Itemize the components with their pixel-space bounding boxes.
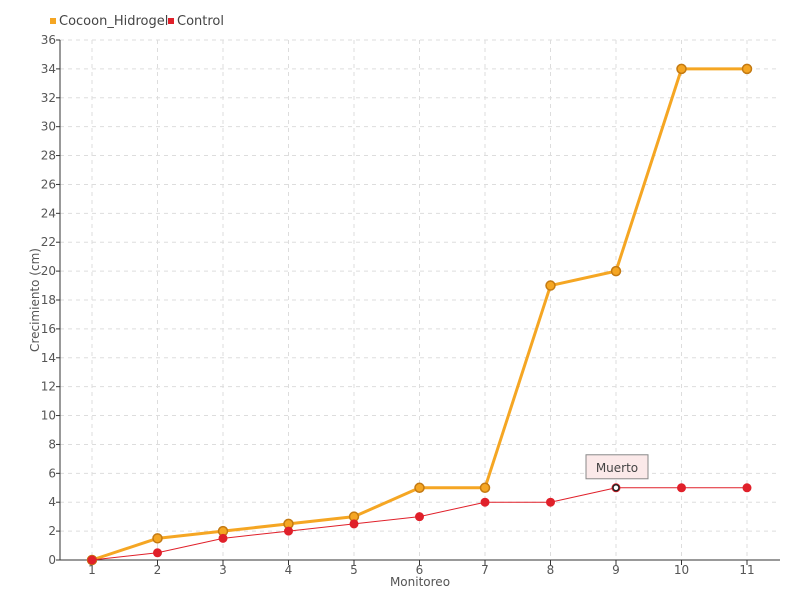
legend-label-cocoon-hidrogel[interactable]: Cocoon_Hidrogel	[59, 14, 168, 29]
y-tick-label: 24	[41, 206, 56, 220]
annotations: Muerto	[585, 454, 649, 492]
y-tick-label: 28	[41, 149, 56, 163]
data-point[interactable]	[218, 533, 228, 543]
x-tick-label: 2	[154, 563, 162, 577]
data-point[interactable]	[349, 519, 359, 529]
x-tick-label: 8	[547, 563, 555, 577]
y-tick-label: 4	[48, 495, 56, 509]
y-tick-label: 34	[41, 62, 56, 76]
y-tick-label: 22	[41, 235, 56, 249]
x-tick-label: 7	[481, 563, 489, 577]
data-point[interactable]	[479, 482, 491, 494]
legend-swatch-cocoon-hidrogel	[50, 18, 56, 24]
data-point[interactable]	[546, 497, 555, 507]
legend[interactable]: Cocoon_Hidrogel Control	[50, 14, 224, 29]
data-point[interactable]	[742, 483, 752, 493]
y-tick-label: 30	[41, 120, 56, 134]
data-point[interactable]	[153, 548, 162, 558]
data-point[interactable]	[284, 526, 293, 536]
data-point[interactable]	[741, 63, 753, 75]
x-tick-label: 3	[219, 563, 227, 577]
data-point[interactable]	[152, 533, 163, 544]
y-tick-label: 2	[48, 524, 56, 538]
data-point[interactable]	[676, 63, 687, 75]
data-point[interactable]	[414, 482, 425, 494]
y-tick-label: 36	[41, 33, 56, 47]
y-axis-title: Crecimiento (cm)	[28, 248, 42, 352]
axes	[56, 39, 780, 565]
grid-lines	[60, 39, 780, 560]
x-tick-label: 11	[739, 563, 754, 577]
data-point[interactable]	[415, 512, 424, 522]
y-tick-label: 16	[41, 322, 56, 336]
x-tick-label: 1	[88, 563, 96, 577]
x-tick-label: 5	[350, 563, 358, 577]
y-tick-label: 6	[48, 466, 56, 480]
y-tick-label: 18	[41, 293, 56, 307]
x-tick-label: 9	[612, 563, 620, 577]
annotation-box	[585, 454, 649, 480]
x-tick-label: 4	[285, 563, 293, 577]
y-tick-label: 8	[48, 437, 56, 451]
annotation-marker	[612, 484, 620, 492]
data-point[interactable]	[610, 265, 622, 277]
x-tick-label: 6	[416, 563, 424, 577]
y-tick-label: 20	[41, 264, 56, 278]
data-point[interactable]	[480, 497, 490, 507]
x-axis-title: Monitoreo	[390, 575, 450, 589]
series-cocoon-hidrogel	[86, 63, 753, 566]
y-tick-label: 32	[41, 91, 56, 105]
x-tick-label: 10	[674, 563, 689, 577]
y-tick-label: 26	[41, 177, 56, 191]
y-tick-label: 12	[41, 380, 56, 394]
x-tick-labels: 1 2 3 4 5 6 7 8 9 10 11	[88, 563, 754, 577]
y-tick-label: 0	[48, 553, 56, 567]
annotation-label: Muerto	[596, 461, 638, 475]
legend-swatch-control	[168, 18, 174, 24]
legend-label-control[interactable]: Control	[177, 14, 224, 29]
y-tick-label: 10	[41, 409, 56, 423]
data-point[interactable]	[677, 483, 686, 493]
y-tick-label: 14	[41, 351, 56, 365]
data-point[interactable]	[545, 280, 556, 291]
data-point[interactable]	[87, 555, 97, 565]
